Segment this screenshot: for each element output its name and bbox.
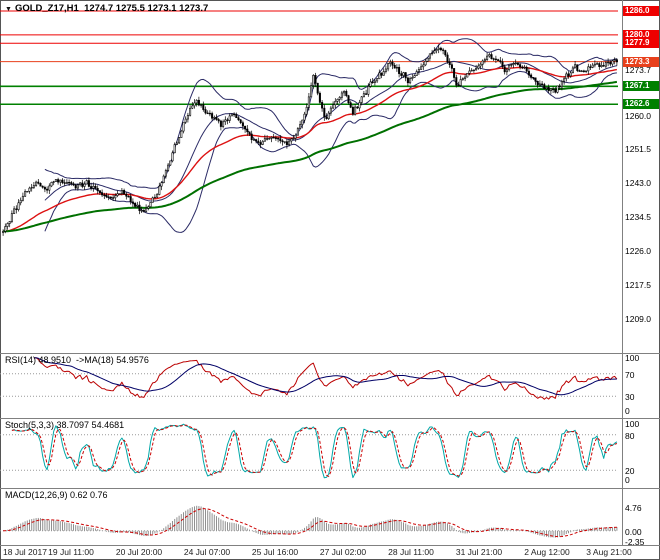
candles-layer — [2, 44, 618, 236]
main-price-chart[interactable] — [0, 1, 622, 353]
price-tick-label: 1226.0 — [625, 246, 651, 256]
stoch-indicator-label: Stoch(5,3,3) 38.7097 54.4681 — [5, 420, 125, 430]
price-tick-label: 1260.0 — [625, 111, 651, 121]
support-price-label: 1267.1 — [623, 81, 659, 91]
price-axis[interactable]: 1260.0 1251.5 1243.0 1234.5 1226.0 1217.5 1209… — [623, 0, 660, 547]
price-tick-label: 1209.0 — [625, 314, 651, 324]
macd-histogram — [4, 505, 618, 538]
ma-layer — [3, 66, 618, 233]
time-tick-label: 31 Jul 21:00 — [455, 547, 503, 557]
price-tick-label: 1217.5 — [625, 280, 651, 290]
macd-tick-label: 0.00 — [625, 527, 642, 537]
macd-signal-line — [3, 508, 617, 538]
price-axis-divider — [622, 0, 623, 545]
macd-panel[interactable] — [0, 489, 622, 545]
panel-separator[interactable] — [0, 353, 660, 354]
rsi-ma-line — [33, 357, 617, 396]
bollinger-middle-line — [44, 60, 617, 202]
rsi-tick-label: 70 — [625, 370, 635, 380]
resistance-price-label: 1286.0 — [623, 6, 659, 16]
current-price-label: 1273.3 — [623, 57, 659, 67]
stoch-tick-label: 80 — [625, 431, 635, 441]
rsi-tick-label: 100 — [625, 353, 640, 363]
time-tick-label: 28 Jul 11:00 — [388, 547, 434, 557]
chart-title: ▼ GOLD_Z17,H1 1274.7 1275.5 1273.1 1273.7 — [5, 3, 208, 14]
stochastic-panel[interactable] — [0, 419, 622, 488]
price-tick-label: 1251.5 — [625, 144, 651, 154]
ma-fast-red-line — [3, 66, 617, 233]
macd-tick-label: 4.76 — [625, 503, 642, 513]
chart-symbol-icon: ▼ — [5, 6, 12, 13]
time-tick-label: 18 Jul 2017 — [3, 547, 47, 557]
stoch-tick-label: 0 — [625, 475, 630, 485]
time-tick-label: 27 Jul 02:00 — [319, 547, 367, 557]
chart-title-text: GOLD_Z17,H1 1274.7 1275.5 1273.1 1273.7 — [14, 3, 209, 14]
panel-separator[interactable] — [0, 488, 660, 489]
bollinger-upper-line — [44, 38, 617, 189]
rsi-tick-label: 30 — [625, 392, 635, 402]
rsi-tick-label: 0 — [625, 406, 630, 416]
ma-slow-green-line — [3, 80, 618, 233]
price-tick-label: 1243.0 — [625, 178, 651, 188]
price-tick-label: 1234.5 — [625, 212, 651, 222]
rsi-panel[interactable] — [0, 354, 622, 418]
time-tick-label: 19 Jul 11:00 — [48, 547, 94, 557]
stoch-d-line — [11, 424, 618, 477]
support-price-label: 1262.6 — [623, 99, 659, 109]
resistance-price-label: 1277.9 — [623, 38, 659, 48]
rsi-line — [33, 357, 618, 400]
time-axis[interactable]: 18 Jul 2017 19 Jul 11:00 20 Jul 20:00 24 Ju… — [0, 546, 660, 560]
panel-separator[interactable] — [0, 545, 660, 546]
stoch-tick-label: 20 — [625, 466, 635, 476]
macd-tick-label: -2.35 — [625, 537, 645, 547]
last-price-label: 1273.7 — [625, 65, 651, 75]
time-tick-label: 24 Jul 07:00 — [183, 547, 231, 557]
time-tick-label: 3 Aug 21:00 — [586, 547, 632, 557]
time-tick-label: 20 Jul 20:00 — [115, 547, 163, 557]
time-tick-label: 2 Aug 12:00 — [524, 547, 570, 557]
stoch-tick-label: 100 — [625, 419, 640, 429]
panel-separator[interactable] — [0, 418, 660, 419]
time-tick-label: 25 Jul 16:00 — [251, 547, 299, 557]
macd-indicator-label: MACD(12,26,9) 0.62 0.76 — [5, 490, 108, 500]
rsi-indicator-label: RSI(14) 48.9510 ->MA(18) 54.9576 — [5, 355, 149, 365]
resistance-price-label: 1280.0 — [623, 30, 659, 40]
